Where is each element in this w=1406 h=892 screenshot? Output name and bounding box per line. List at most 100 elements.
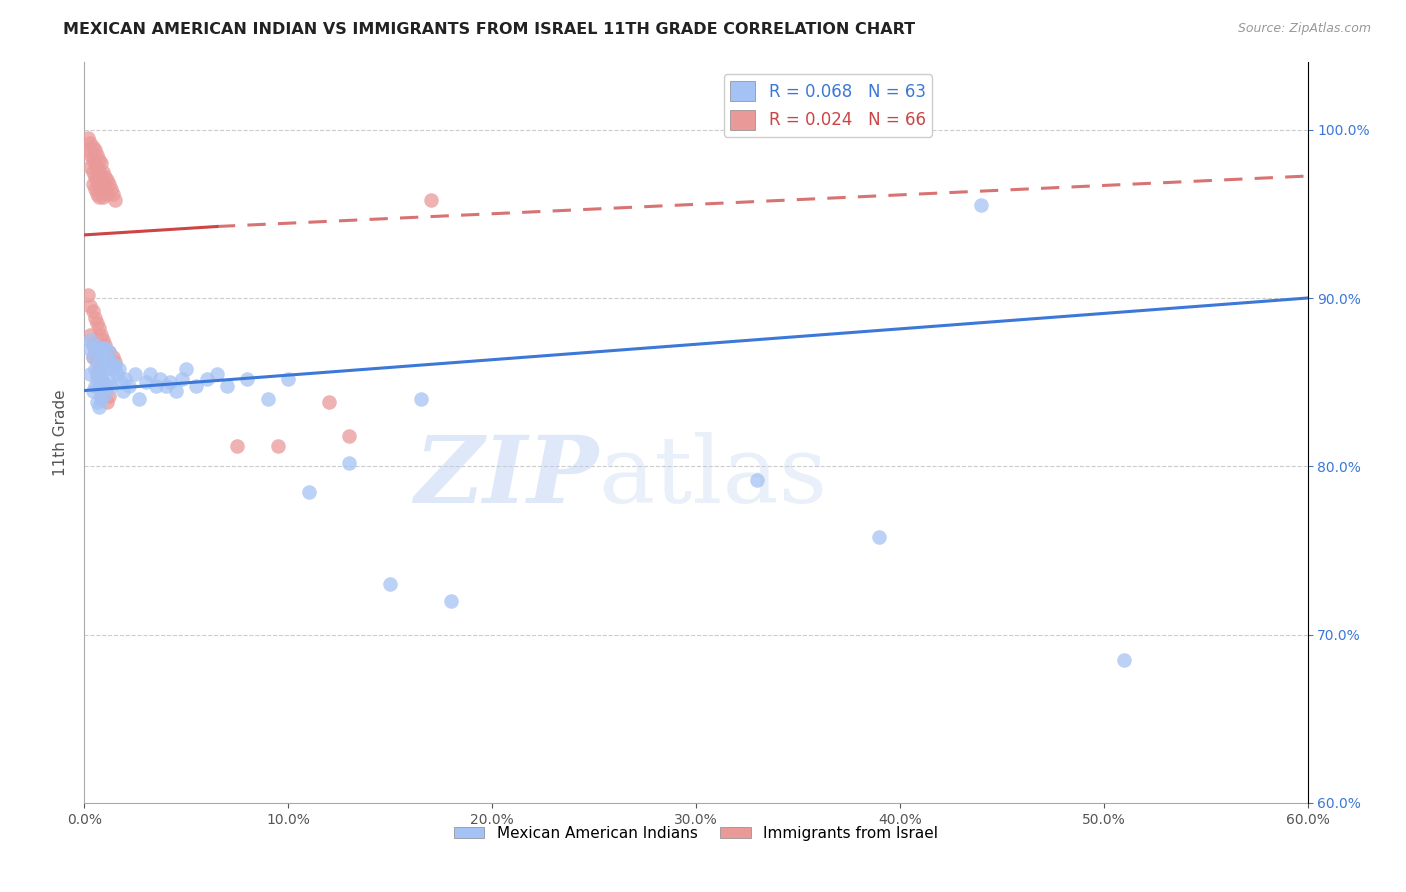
Point xyxy=(86,395,108,409)
Point xyxy=(87,361,110,376)
Point xyxy=(79,300,101,314)
Point xyxy=(86,160,108,174)
Point xyxy=(91,378,114,392)
Point xyxy=(159,375,181,389)
Text: Source: ZipAtlas.com: Source: ZipAtlas.com xyxy=(1237,22,1371,36)
Point xyxy=(145,378,167,392)
Point xyxy=(86,344,108,359)
Point xyxy=(747,473,769,487)
Point xyxy=(79,160,101,174)
Point xyxy=(195,372,218,386)
Point xyxy=(114,372,136,386)
Point xyxy=(83,169,105,184)
Point xyxy=(101,361,124,376)
Point xyxy=(77,131,100,145)
Point xyxy=(100,181,122,195)
Point xyxy=(186,378,208,392)
Point xyxy=(79,333,101,347)
Point xyxy=(96,186,118,201)
Point xyxy=(79,328,101,343)
Point xyxy=(104,355,127,369)
Point xyxy=(108,361,131,376)
Point xyxy=(172,372,194,386)
Point xyxy=(91,375,114,389)
Point xyxy=(298,484,321,499)
Point xyxy=(87,165,110,179)
Point xyxy=(86,316,108,330)
Point xyxy=(118,378,141,392)
Point xyxy=(91,165,114,179)
Text: MEXICAN AMERICAN INDIAN VS IMMIGRANTS FROM ISRAEL 11TH GRADE CORRELATION CHART: MEXICAN AMERICAN INDIAN VS IMMIGRANTS FR… xyxy=(63,22,915,37)
Point xyxy=(90,372,112,386)
Point xyxy=(90,392,112,406)
Point xyxy=(90,328,112,343)
Point xyxy=(93,342,115,356)
Point xyxy=(440,594,463,608)
Point xyxy=(970,198,993,212)
Point xyxy=(87,378,110,392)
Point xyxy=(87,401,110,415)
Point xyxy=(90,389,112,403)
Point xyxy=(165,384,187,398)
Point xyxy=(149,372,172,386)
Point xyxy=(87,321,110,335)
Point xyxy=(124,367,146,381)
Point xyxy=(96,355,118,369)
Point xyxy=(82,350,104,364)
Point xyxy=(105,367,128,381)
Point xyxy=(97,389,120,403)
Point xyxy=(83,311,105,326)
Point xyxy=(83,378,105,392)
Point xyxy=(82,177,104,191)
Legend: Mexican American Indians, Immigrants from Israel: Mexican American Indians, Immigrants fro… xyxy=(447,820,945,847)
Point xyxy=(86,372,108,386)
Point xyxy=(93,338,115,352)
Point xyxy=(110,375,132,389)
Point xyxy=(79,148,101,162)
Point xyxy=(104,359,127,373)
Point xyxy=(96,378,118,392)
Point xyxy=(97,344,120,359)
Point xyxy=(87,378,110,392)
Point xyxy=(138,367,160,381)
Point xyxy=(83,344,105,359)
Text: atlas: atlas xyxy=(598,432,827,522)
Point xyxy=(91,177,114,191)
Point xyxy=(409,392,432,406)
Point xyxy=(82,139,104,153)
Point xyxy=(236,372,259,386)
Point xyxy=(86,173,108,187)
Point xyxy=(339,456,361,470)
Point xyxy=(257,392,280,406)
Point xyxy=(83,338,105,352)
Point xyxy=(91,350,114,364)
Point xyxy=(226,439,249,453)
Point xyxy=(77,143,100,157)
Point xyxy=(869,530,891,544)
Point xyxy=(100,378,122,392)
Point xyxy=(90,169,112,184)
Point xyxy=(97,344,120,359)
Point xyxy=(96,395,118,409)
Point xyxy=(87,153,110,167)
Point xyxy=(339,429,361,443)
Point xyxy=(128,392,150,406)
Point xyxy=(1114,653,1136,667)
Point xyxy=(104,194,127,208)
Point xyxy=(91,190,114,204)
Point xyxy=(100,355,122,369)
Point xyxy=(135,375,157,389)
Point xyxy=(83,361,105,376)
Point xyxy=(97,177,120,191)
Point xyxy=(77,342,100,356)
Point xyxy=(77,287,100,301)
Point xyxy=(90,342,112,356)
Point xyxy=(83,181,105,195)
Point xyxy=(93,169,115,184)
Point xyxy=(86,186,108,201)
Point xyxy=(267,439,290,453)
Point xyxy=(90,181,112,195)
Point xyxy=(205,367,228,381)
Point xyxy=(155,378,177,392)
Point xyxy=(90,156,112,170)
